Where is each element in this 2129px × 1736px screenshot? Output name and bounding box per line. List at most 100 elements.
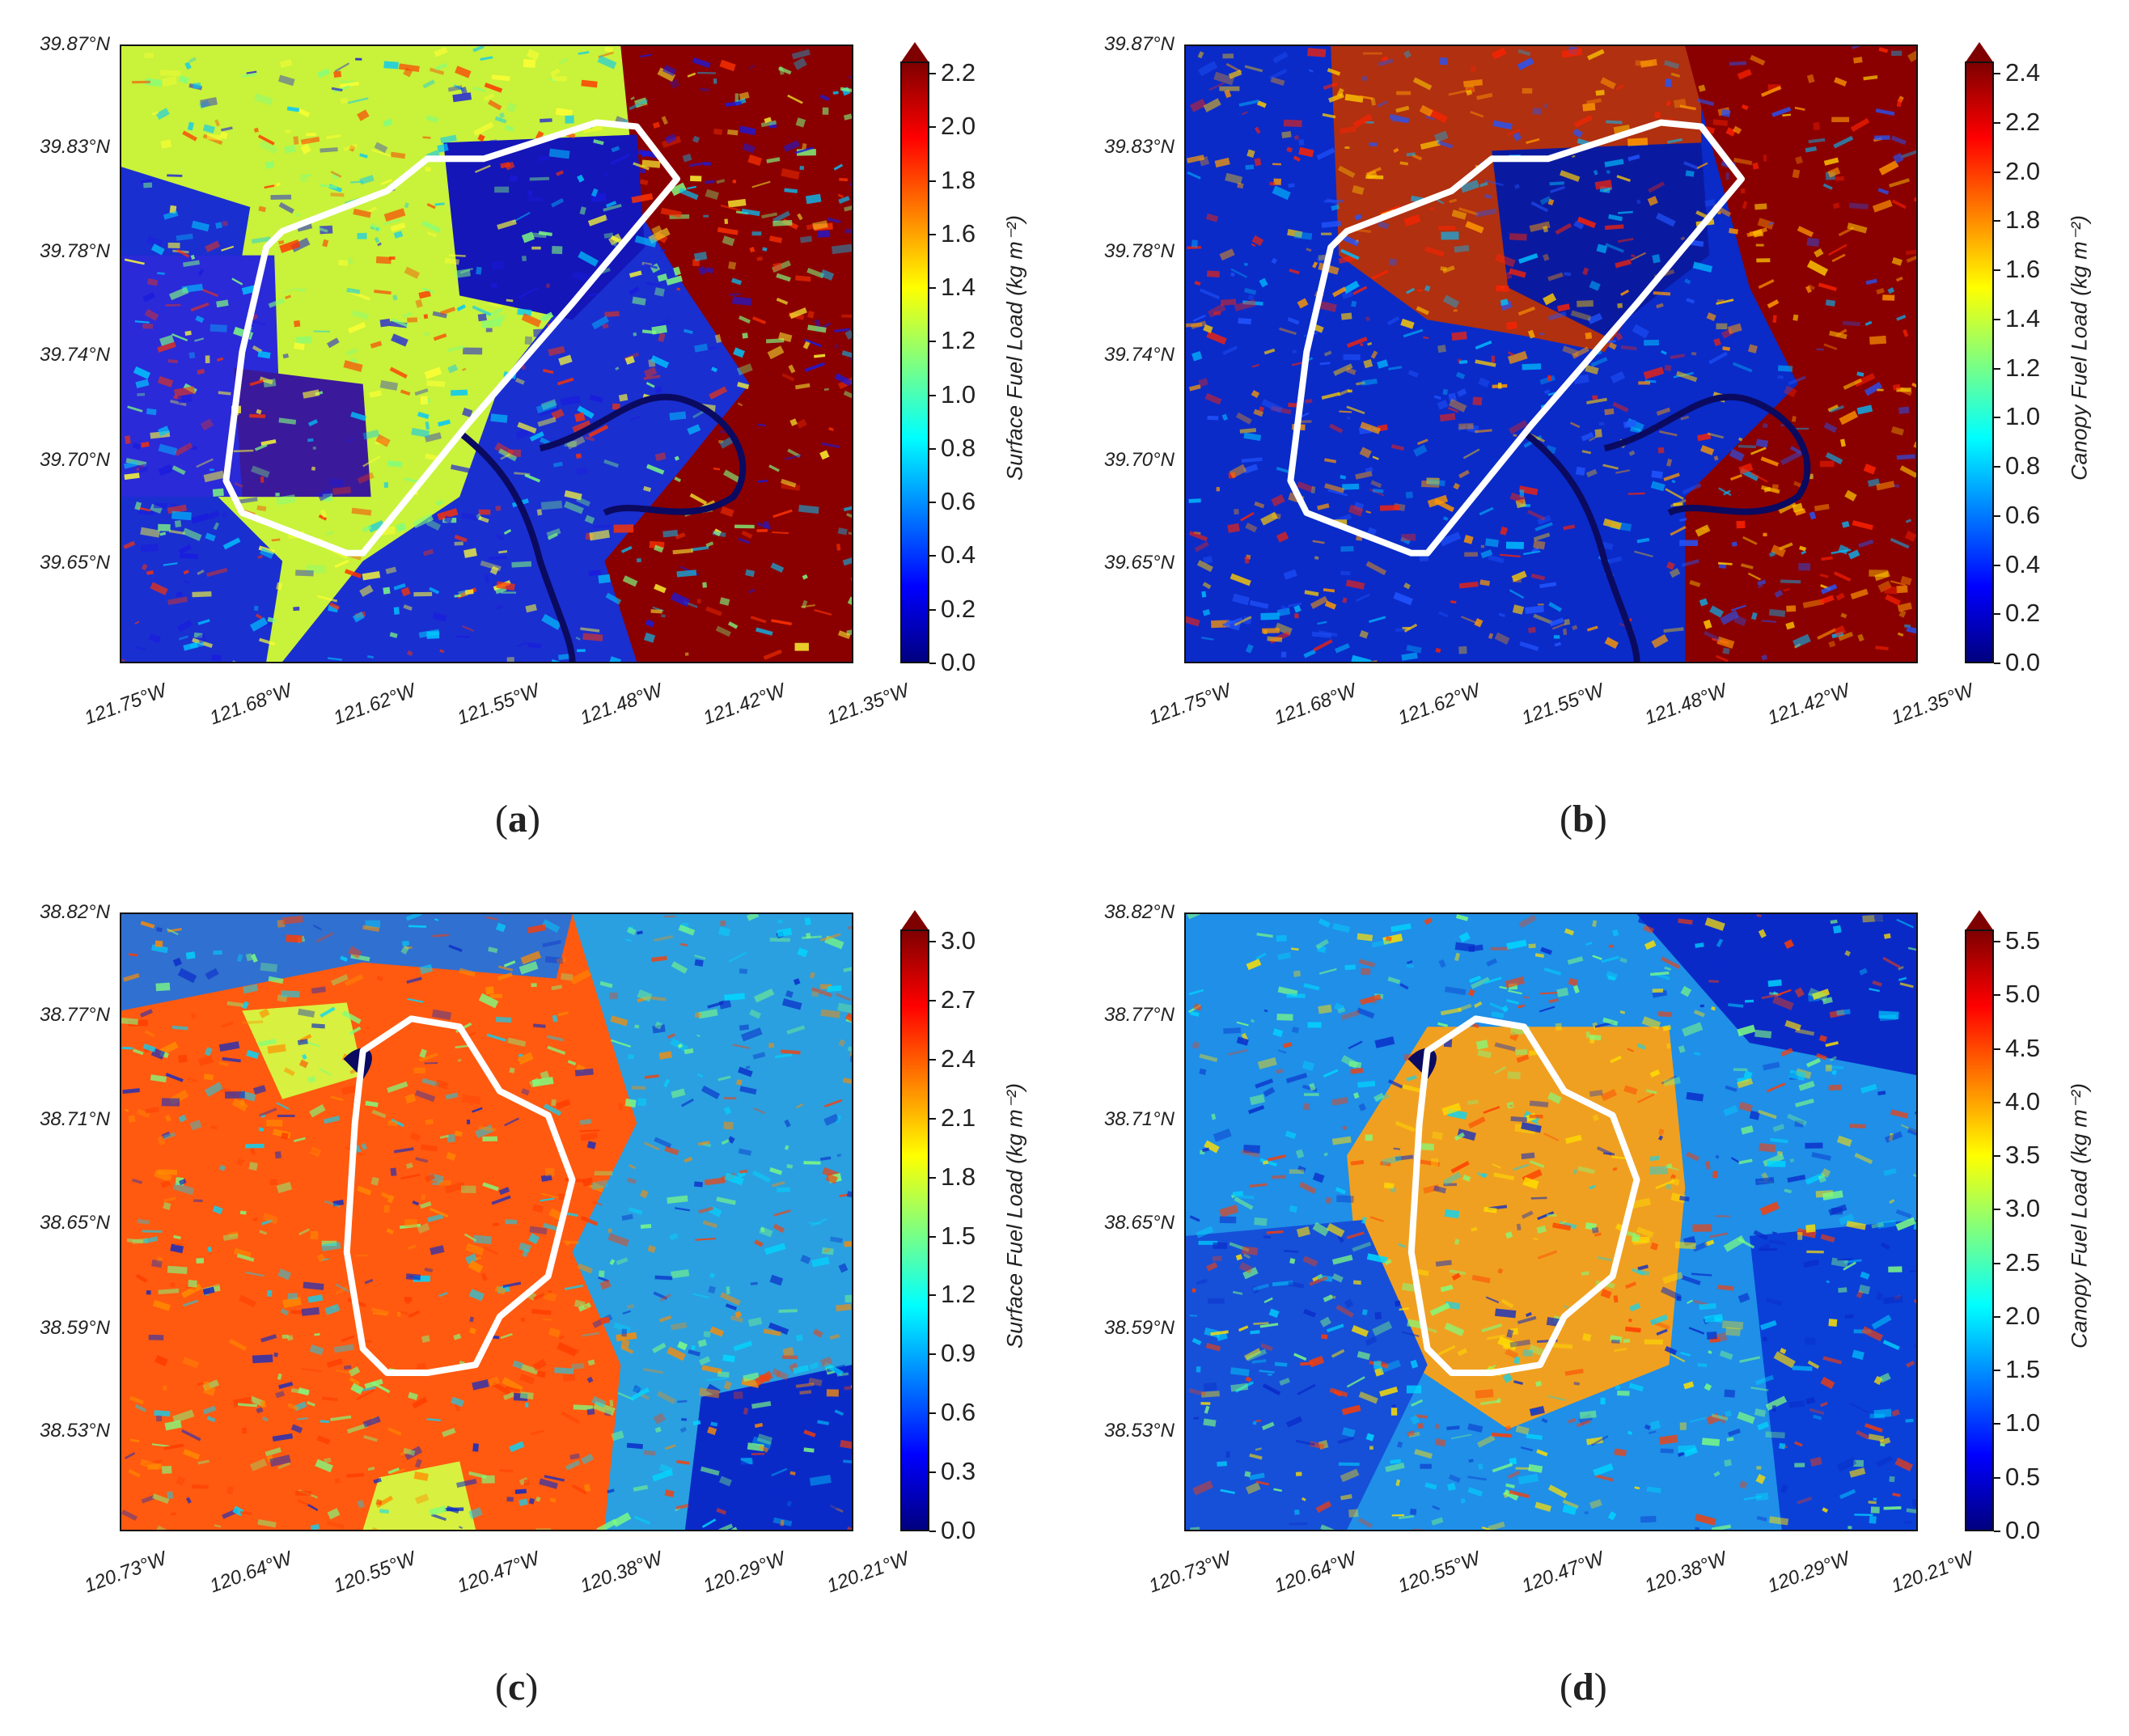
colorbar-tick-label: 4.5 bbox=[2005, 1033, 2041, 1062]
y-tick: 39.78°N bbox=[40, 240, 110, 262]
x-tick: 120.47°W bbox=[454, 1548, 543, 1598]
colorbar-tick-label: 2.7 bbox=[941, 984, 976, 1014]
colorbar-tick-mark bbox=[1994, 994, 2000, 997]
y-tick: 39.83°N bbox=[40, 136, 110, 158]
x-tick: 120.55°W bbox=[330, 1548, 419, 1598]
x-tick: 120.73°W bbox=[1145, 1548, 1234, 1598]
colorbar-tick-label: 0.0 bbox=[2005, 1516, 2041, 1544]
colorbar-tick-mark bbox=[929, 941, 936, 942]
x-tick: 120.64°W bbox=[206, 1548, 295, 1598]
colorbar-tick-label: 1.6 bbox=[2005, 255, 2041, 283]
colorbar-tick-label: 1.4 bbox=[941, 273, 976, 302]
colorbar-tick-label: 4.0 bbox=[2005, 1086, 2041, 1116]
colorbar-tick-mark bbox=[1994, 1531, 2000, 1532]
panel-b: 39.87°N 39.83°N 39.78°N 39.74°N 39.70°N … bbox=[1064, 0, 2129, 868]
y-tick: 38.77°N bbox=[1104, 1004, 1175, 1026]
fuel-map-d bbox=[1186, 914, 1916, 1530]
colorbar bbox=[1965, 61, 1994, 663]
fuel-map-b bbox=[1186, 46, 1916, 662]
colorbar-tick-label: 2.0 bbox=[2005, 1301, 2041, 1330]
colorbar-tick-mark bbox=[1994, 613, 2000, 616]
colorbar-tick-label: 1.5 bbox=[941, 1221, 976, 1250]
x-tick: 120.29°W bbox=[700, 1548, 789, 1598]
x-tick: 120.21°W bbox=[823, 1548, 912, 1598]
panel-c: 38.82°N 38.77°N 38.71°N 38.65°N 38.59°N … bbox=[0, 868, 1064, 1736]
colorbar-tick-label: 0.8 bbox=[2005, 451, 2041, 480]
colorbar-tick-mark bbox=[929, 1058, 936, 1061]
y-tick: 38.71°N bbox=[1104, 1108, 1175, 1130]
panel-a: 39.87°N 39.83°N 39.78°N 39.74°N 39.70°N … bbox=[0, 0, 1064, 868]
colorbar-tick-label: 0.9 bbox=[941, 1339, 976, 1368]
panel-d: 38.82°N 38.77°N 38.71°N 38.65°N 38.59°N … bbox=[1064, 868, 2129, 1736]
y-tick: 38.71°N bbox=[40, 1108, 110, 1130]
x-tick: 121.55°W bbox=[454, 680, 543, 730]
x-tick: 121.35°W bbox=[823, 680, 912, 730]
colorbar-tick-label: 0.0 bbox=[941, 1516, 976, 1544]
colorbar-tick-mark bbox=[929, 73, 936, 74]
y-tick: 39.87°N bbox=[40, 33, 110, 55]
colorbar-tick-label: 0.2 bbox=[2005, 599, 2041, 628]
colorbar-tick-label: 0.6 bbox=[941, 487, 976, 516]
x-tick: 121.48°W bbox=[1641, 680, 1730, 730]
x-tick: 121.68°W bbox=[1271, 680, 1360, 730]
x-tick: 120.64°W bbox=[1271, 1548, 1360, 1598]
colorbar-tick-mark bbox=[929, 394, 936, 396]
y-tick: 39.78°N bbox=[1104, 240, 1175, 262]
y-tick: 38.53°N bbox=[40, 1420, 110, 1442]
colorbar-tick-mark bbox=[1994, 318, 2000, 320]
colorbar-tick-label: 3.5 bbox=[2005, 1141, 2041, 1170]
y-tick: 39.65°N bbox=[1104, 552, 1175, 574]
colorbar-tick-mark bbox=[1994, 1101, 2000, 1103]
colorbar-label: Surface Fuel Load (kg m⁻²) bbox=[1002, 215, 1027, 481]
colorbar-tick-label: 1.2 bbox=[941, 326, 976, 355]
colorbar-extend-arrow bbox=[900, 910, 929, 931]
colorbar-tick-label: 2.5 bbox=[2005, 1247, 2041, 1277]
colorbar-extend-arrow bbox=[900, 42, 929, 63]
colorbar bbox=[900, 61, 929, 663]
x-tick: 120.55°W bbox=[1395, 1548, 1484, 1598]
colorbar-label: Canopy Fuel Load (kg m⁻²) bbox=[2067, 1083, 2092, 1349]
colorbar-tick-label: 5.5 bbox=[2005, 926, 2041, 955]
x-tick: 121.55°W bbox=[1518, 680, 1607, 730]
x-tick: 120.29°W bbox=[1764, 1548, 1853, 1598]
colorbar-tick-label: 2.1 bbox=[941, 1103, 976, 1132]
x-tick: 121.62°W bbox=[330, 680, 419, 730]
y-tick: 39.83°N bbox=[1104, 136, 1175, 158]
colorbar-tick-label: 3.0 bbox=[2005, 1194, 2041, 1223]
colorbar-tick-mark bbox=[929, 502, 936, 504]
colorbar-tick-label: 0.4 bbox=[941, 540, 976, 569]
colorbar-tick-label: 2.0 bbox=[2005, 156, 2041, 185]
colorbar-tick-label: 1.2 bbox=[941, 1280, 976, 1309]
colorbar-tick-mark bbox=[1994, 220, 2000, 222]
colorbar-tick-mark bbox=[929, 608, 936, 611]
colorbar-tick-mark bbox=[929, 1294, 936, 1297]
fuel-map-c bbox=[121, 914, 852, 1530]
y-tick: 39.70°N bbox=[40, 449, 110, 471]
colorbar-tick-label: 1.0 bbox=[2005, 402, 2041, 431]
x-tick: 121.48°W bbox=[577, 680, 666, 730]
fire-perimeter bbox=[1407, 1015, 1640, 1376]
colorbar-tick-mark bbox=[929, 1353, 936, 1356]
colorbar-tick-label: 1.5 bbox=[2005, 1355, 2041, 1384]
colorbar-tick-label: 1.8 bbox=[941, 165, 976, 194]
x-tick: 121.62°W bbox=[1395, 680, 1484, 730]
colorbar-tick-label: 0.6 bbox=[941, 1398, 976, 1427]
colorbar-tick-label: 0.0 bbox=[941, 648, 976, 676]
colorbar-tick-label: 1.0 bbox=[2005, 1408, 2041, 1437]
y-tick: 39.70°N bbox=[1104, 449, 1175, 471]
x-tick: 120.47°W bbox=[1518, 1548, 1607, 1598]
colorbar-tick-label: 5.0 bbox=[2005, 980, 2041, 1009]
colorbar-tick-mark bbox=[1994, 73, 2000, 74]
y-tick: 38.59°N bbox=[1104, 1317, 1175, 1339]
fire-perimeter bbox=[343, 1015, 576, 1376]
colorbar bbox=[900, 929, 929, 1531]
y-tick: 38.53°N bbox=[1104, 1420, 1175, 1442]
colorbar-tick-mark bbox=[929, 1412, 936, 1415]
colorbar-tick-mark bbox=[1994, 1048, 2000, 1050]
colorbar-tick-label: 2.2 bbox=[2005, 107, 2041, 136]
colorbar-tick-mark bbox=[1994, 269, 2000, 271]
x-tick: 120.38°W bbox=[577, 1548, 666, 1598]
colorbar-tick-mark bbox=[929, 1531, 936, 1532]
colorbar-tick-label: 2.4 bbox=[2005, 58, 2041, 87]
colorbar-tick-mark bbox=[1994, 417, 2000, 419]
